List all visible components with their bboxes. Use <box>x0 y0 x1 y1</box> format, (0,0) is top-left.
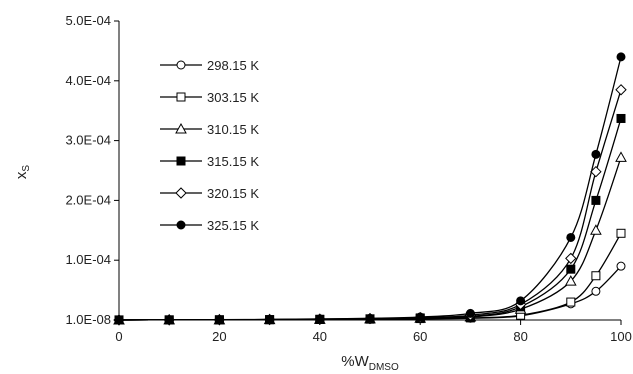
y-tick-label: 5.0E-04 <box>65 13 111 28</box>
legend-marker <box>176 60 186 70</box>
series-325-15-k <box>114 52 626 325</box>
series-line <box>118 232 622 321</box>
data-point <box>465 308 475 318</box>
y-axis: 1.0E-08 1.0E-04 2.0E-04 3.0E-04 4.0E-04 5.0E-… <box>65 13 119 327</box>
data-point <box>566 297 576 307</box>
series-line <box>118 89 622 321</box>
legend-marker <box>175 122 187 134</box>
x-axis-label: %WDMSO <box>341 353 399 373</box>
data-point <box>214 315 224 325</box>
data-point <box>566 232 576 242</box>
data-point <box>616 113 626 123</box>
x-tick-label: 80 <box>513 329 527 344</box>
series-310-15-k <box>113 151 627 325</box>
data-point <box>315 314 325 324</box>
data-point <box>591 149 601 159</box>
x-tick-label: 60 <box>413 329 427 344</box>
series-320-15-k <box>113 84 627 326</box>
data-point <box>265 314 275 324</box>
legend-marker <box>176 220 186 230</box>
data-point <box>365 313 375 323</box>
data-point <box>415 312 425 322</box>
data-point <box>591 286 601 296</box>
legend-item: 325.15 K <box>160 218 259 233</box>
y-tick-label: 4.0E-04 <box>65 73 111 88</box>
series-line <box>118 56 622 321</box>
legend-label: 303.15 K <box>207 90 259 105</box>
legend-label: 320.15 K <box>207 186 259 201</box>
legend: 298.15 K 303.15 K 310.15 K 315.15 K 320.15 K… <box>160 58 259 233</box>
data-point <box>566 264 576 274</box>
series-303-15-k <box>114 228 626 325</box>
data-point <box>616 261 626 271</box>
legend-label: 310.15 K <box>207 122 259 137</box>
y-tick-label: 1.0E-08 <box>65 312 111 327</box>
series-line <box>118 157 622 321</box>
series-layer <box>113 52 627 326</box>
data-point <box>616 228 626 238</box>
series-315-15-k <box>114 113 626 325</box>
legend-label: 315.15 K <box>207 154 259 169</box>
legend-item: 320.15 K <box>160 186 259 201</box>
legend-marker <box>176 92 186 102</box>
data-point <box>590 224 602 235</box>
data-point <box>615 84 627 96</box>
x-tick-label: 100 <box>610 329 632 344</box>
data-point <box>565 252 577 265</box>
data-point <box>164 315 174 325</box>
data-point <box>616 52 626 62</box>
x-tick-label: 20 <box>212 329 226 344</box>
legend-item: 303.15 K <box>160 90 259 105</box>
y-tick-label: 1.0E-04 <box>65 252 111 267</box>
y-axis-label: xS <box>13 165 32 180</box>
data-point <box>591 195 601 205</box>
y-tick-label: 3.0E-04 <box>65 133 111 148</box>
legend-marker <box>176 156 186 166</box>
data-point <box>590 165 602 178</box>
y-tick-label: 2.0E-04 <box>65 192 111 207</box>
legend-marker <box>175 187 187 199</box>
data-point <box>615 151 627 162</box>
data-point <box>564 275 577 286</box>
legend-item: 298.15 K <box>160 58 259 73</box>
data-point <box>114 315 124 325</box>
legend-item: 310.15 K <box>160 122 259 137</box>
x-tick-label: 40 <box>313 329 327 344</box>
legend-label: 298.15 K <box>207 58 259 73</box>
legend-label: 325.15 K <box>207 218 259 233</box>
data-point <box>516 296 526 306</box>
legend-item: 315.15 K <box>160 154 259 169</box>
series-line <box>118 118 622 321</box>
data-point <box>591 271 601 281</box>
x-tick-label: 0 <box>115 329 122 344</box>
